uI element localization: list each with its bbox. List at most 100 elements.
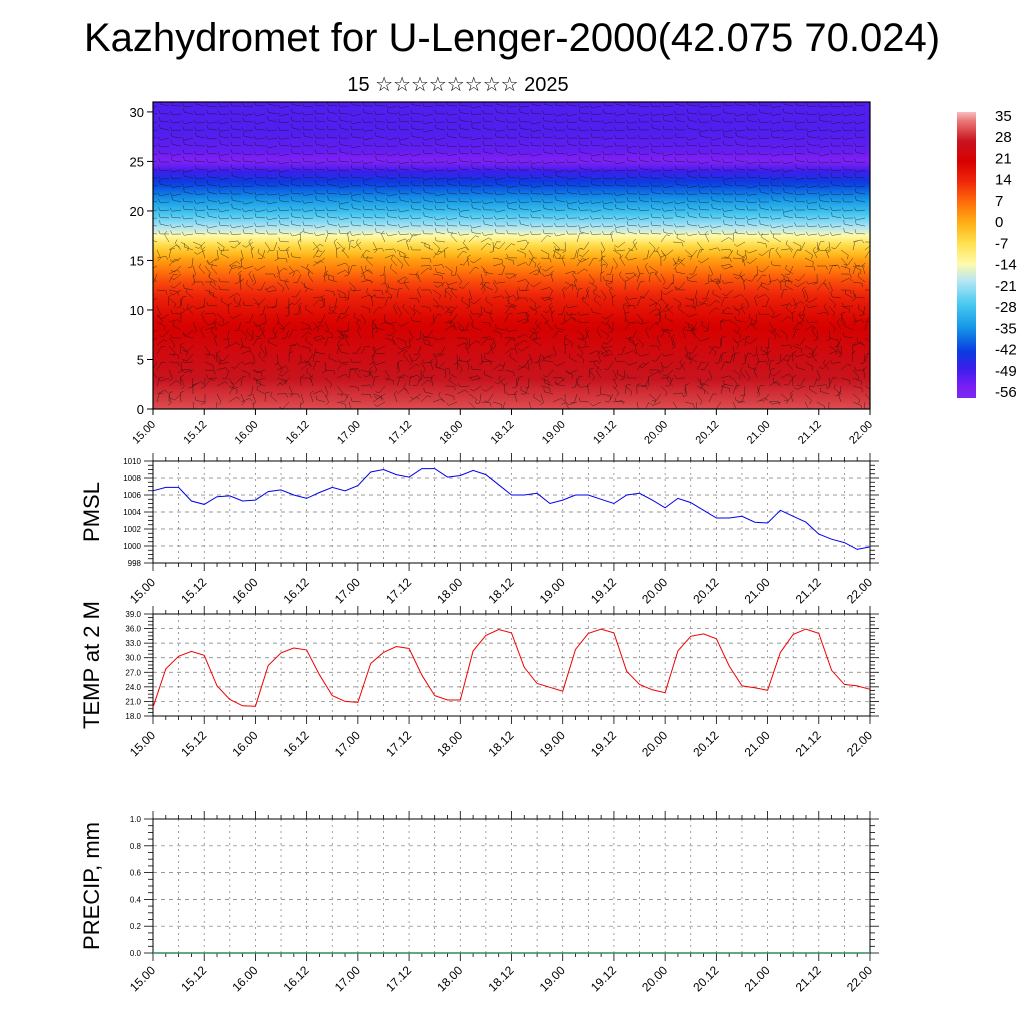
colorbar-label: -7 — [995, 235, 1008, 252]
x-tick-label: 20.00 — [639, 963, 670, 994]
section-x-tick-label: 19.00 — [540, 419, 568, 447]
x-tick-label: 17.12 — [383, 963, 414, 994]
y-tick-label: 1.0 — [130, 815, 142, 824]
precipitation-panel: 0.0 0.2 0.4 0.6 0.8 1.0 15.00 15.12 16.00 16.12 17… — [79, 811, 879, 994]
x-tick-label: 16.12 — [281, 963, 312, 994]
section-x-tick-label: 20.00 — [642, 419, 670, 447]
section-y-tick-label: 30 — [130, 105, 144, 120]
section-x-tick-label: 16.12 — [284, 419, 312, 447]
y-tick-label: 0.6 — [130, 869, 142, 878]
x-tick-label: 21.12 — [793, 963, 824, 994]
x-tick-label: 20.12 — [690, 728, 721, 759]
x-tick-label: 17.00 — [332, 963, 363, 994]
section-x-tick-label: 18.12 — [489, 419, 517, 447]
chart-subtitle: 15 ☆☆☆☆☆☆☆☆ 2025 — [347, 74, 569, 96]
section-x-tick-label: 16.00 — [233, 419, 261, 447]
colorbar-label: 7 — [995, 193, 1003, 210]
x-tick-label: 16.00 — [229, 728, 260, 759]
pmsl-panel: 998 1000 1002 1004 1006 1008 1010 15.00 15.12 16.… — [79, 453, 879, 606]
colorbar-label: -56 — [995, 384, 1017, 401]
x-tick-label: 20.00 — [639, 575, 670, 606]
y-tick-label: 1006 — [123, 491, 141, 500]
colorbar-label: -28 — [995, 299, 1017, 316]
panel-frame — [152, 460, 871, 564]
x-tick-label: 20.12 — [690, 575, 721, 606]
colorbar-fill — [957, 112, 976, 398]
x-tick-label: 15.00 — [127, 963, 158, 994]
y-axis-title: TEMP at 2 M — [79, 601, 104, 729]
x-tick-label: 19.12 — [588, 728, 619, 759]
y-tick-label: 0.4 — [130, 895, 142, 904]
section-x-tick-label: 18.00 — [437, 419, 465, 447]
series-line — [152, 628, 871, 708]
section-x-tick-label: 21.12 — [796, 419, 824, 447]
temperature-panel: 18.0 21.0 24.0 27.0 30.0 33.0 36.0 39.0 15.00 15.… — [79, 601, 879, 759]
x-tick-label: 15.00 — [127, 575, 158, 606]
colorbar-label: -14 — [995, 257, 1017, 274]
x-tick-label: 22.00 — [844, 728, 875, 759]
x-tick-label: 17.00 — [332, 575, 363, 606]
section-y-tick-label: 10 — [130, 303, 144, 318]
y-axis-title: PRECIP, mm — [79, 822, 104, 950]
section-x-tick-label: 19.12 — [591, 419, 619, 447]
x-tick-label: 18.12 — [485, 728, 516, 759]
x-tick-label: 21.12 — [793, 575, 824, 606]
x-tick-label: 16.12 — [281, 575, 312, 606]
x-tick-label: 15.12 — [178, 575, 209, 606]
y-tick-label: 1004 — [123, 508, 141, 517]
section-y-tick-label: 20 — [130, 204, 144, 219]
x-tick-label: 17.12 — [383, 728, 414, 759]
cross-section-panel: 0 5 10 15 20 25 30 15.00 15.12 16.00 16.12 17.00 17.… — [130, 101, 875, 447]
section-x-tick-label: 15.12 — [181, 419, 209, 447]
x-tick-label: 20.12 — [690, 963, 721, 994]
y-tick-label: 1010 — [123, 457, 141, 466]
x-tick-label: 19.00 — [537, 963, 568, 994]
colorbar-label: -42 — [995, 342, 1017, 359]
y-tick-label: 0.8 — [130, 842, 142, 851]
y-tick-label: 0.0 — [130, 949, 142, 958]
x-tick-label: 22.00 — [844, 963, 875, 994]
section-y-tick-label: 0 — [137, 402, 144, 417]
y-tick-label: 24.0 — [125, 683, 141, 692]
y-tick-label: 27.0 — [125, 668, 141, 677]
section-x-tick-label: 22.00 — [847, 419, 875, 447]
y-tick-label: 0.2 — [130, 922, 142, 931]
y-tick-label: 39.0 — [125, 610, 141, 619]
y-tick-label: 30.0 — [125, 654, 141, 663]
x-tick-label: 18.00 — [434, 728, 465, 759]
colorbar-label: 0 — [995, 214, 1003, 231]
y-tick-label: 18.0 — [125, 712, 141, 721]
x-tick-label: 15.00 — [127, 728, 158, 759]
y-tick-label: 1008 — [123, 474, 141, 483]
x-tick-label: 16.00 — [229, 575, 260, 606]
x-tick-label: 22.00 — [844, 575, 875, 606]
x-tick-label: 21.00 — [742, 728, 773, 759]
x-tick-label: 18.12 — [485, 575, 516, 606]
x-tick-label: 18.00 — [434, 575, 465, 606]
x-tick-label: 19.12 — [588, 963, 619, 994]
section-y-tick-label: 25 — [130, 154, 144, 169]
section-y-tick-label: 5 — [137, 352, 144, 367]
x-tick-label: 21.00 — [742, 575, 773, 606]
section-x-tick-label: 17.12 — [386, 419, 414, 447]
x-tick-label: 17.00 — [332, 728, 363, 759]
y-tick-label: 33.0 — [125, 639, 141, 648]
section-x-tick-label: 17.00 — [335, 419, 363, 447]
panel-frame — [152, 613, 871, 717]
y-tick-label: 1002 — [123, 525, 141, 534]
x-tick-label: 19.12 — [588, 575, 619, 606]
colorbar-label: -49 — [995, 363, 1017, 380]
section-y-tick-label: 15 — [130, 253, 144, 268]
section-x-tick-label: 15.00 — [130, 419, 158, 447]
x-tick-label: 15.12 — [178, 963, 209, 994]
colorbar: 35 28 21 14 7 0 -7 -14 -21 -28 -35 -42 -49 -56 — [957, 108, 1017, 401]
y-tick-label: 1000 — [123, 542, 141, 551]
y-axis-title: PMSL — [79, 482, 104, 542]
x-tick-label: 16.12 — [281, 728, 312, 759]
y-tick-label: 21.0 — [125, 697, 141, 706]
x-tick-label: 21.00 — [742, 963, 773, 994]
x-tick-label: 19.00 — [537, 728, 568, 759]
wind-barbs — [153, 102, 870, 409]
